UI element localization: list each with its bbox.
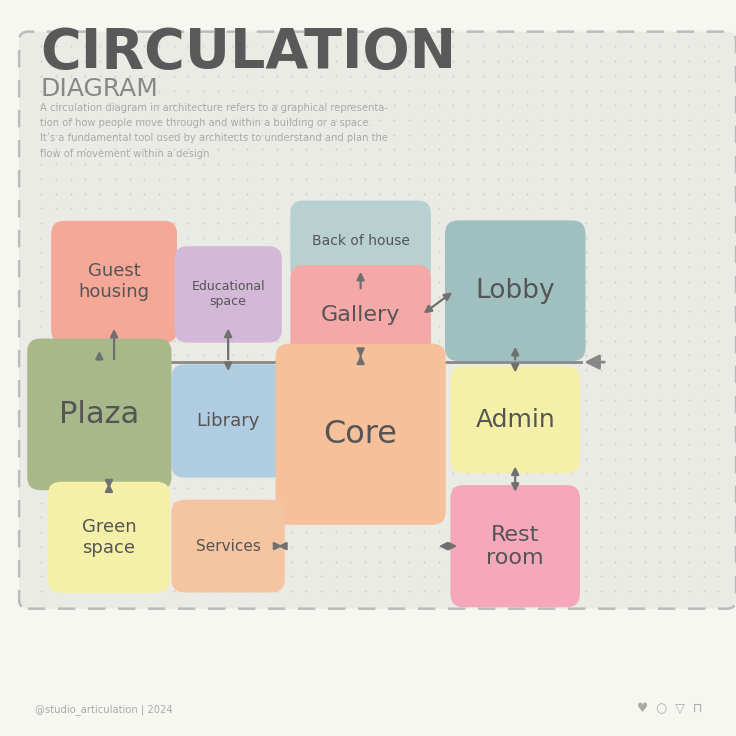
Text: Educational
space: Educational space (191, 280, 265, 308)
FancyBboxPatch shape (19, 32, 736, 609)
FancyBboxPatch shape (171, 364, 285, 478)
FancyBboxPatch shape (450, 366, 580, 473)
Text: Gallery: Gallery (321, 305, 400, 325)
Text: Admin: Admin (475, 408, 555, 431)
Text: Guest
housing: Guest housing (79, 263, 149, 301)
Text: Back of house: Back of house (312, 234, 409, 249)
FancyBboxPatch shape (27, 339, 171, 490)
Text: @studio_articulation | 2024: @studio_articulation | 2024 (35, 704, 173, 715)
FancyBboxPatch shape (51, 221, 177, 343)
FancyBboxPatch shape (171, 500, 285, 592)
FancyBboxPatch shape (48, 481, 170, 593)
Text: Services: Services (196, 539, 261, 553)
Text: Green
space: Green space (82, 518, 136, 556)
FancyBboxPatch shape (450, 485, 580, 607)
Text: Rest
room: Rest room (486, 525, 544, 567)
Text: Plaza: Plaza (59, 400, 140, 429)
Text: A circulation diagram in architecture refers to a graphical representa-
tion of : A circulation diagram in architecture re… (40, 103, 389, 159)
Text: DIAGRAM: DIAGRAM (40, 77, 158, 102)
FancyBboxPatch shape (290, 200, 431, 282)
FancyBboxPatch shape (445, 221, 585, 361)
Text: Core: Core (324, 419, 397, 450)
Text: Lobby: Lobby (475, 277, 555, 304)
Text: Library: Library (197, 412, 260, 430)
FancyBboxPatch shape (275, 344, 445, 525)
Text: CIRCULATION: CIRCULATION (40, 26, 456, 79)
Text: ♥  ○  ▽  ⊓: ♥ ○ ▽ ⊓ (637, 702, 703, 715)
FancyBboxPatch shape (174, 246, 282, 343)
FancyBboxPatch shape (290, 265, 431, 365)
